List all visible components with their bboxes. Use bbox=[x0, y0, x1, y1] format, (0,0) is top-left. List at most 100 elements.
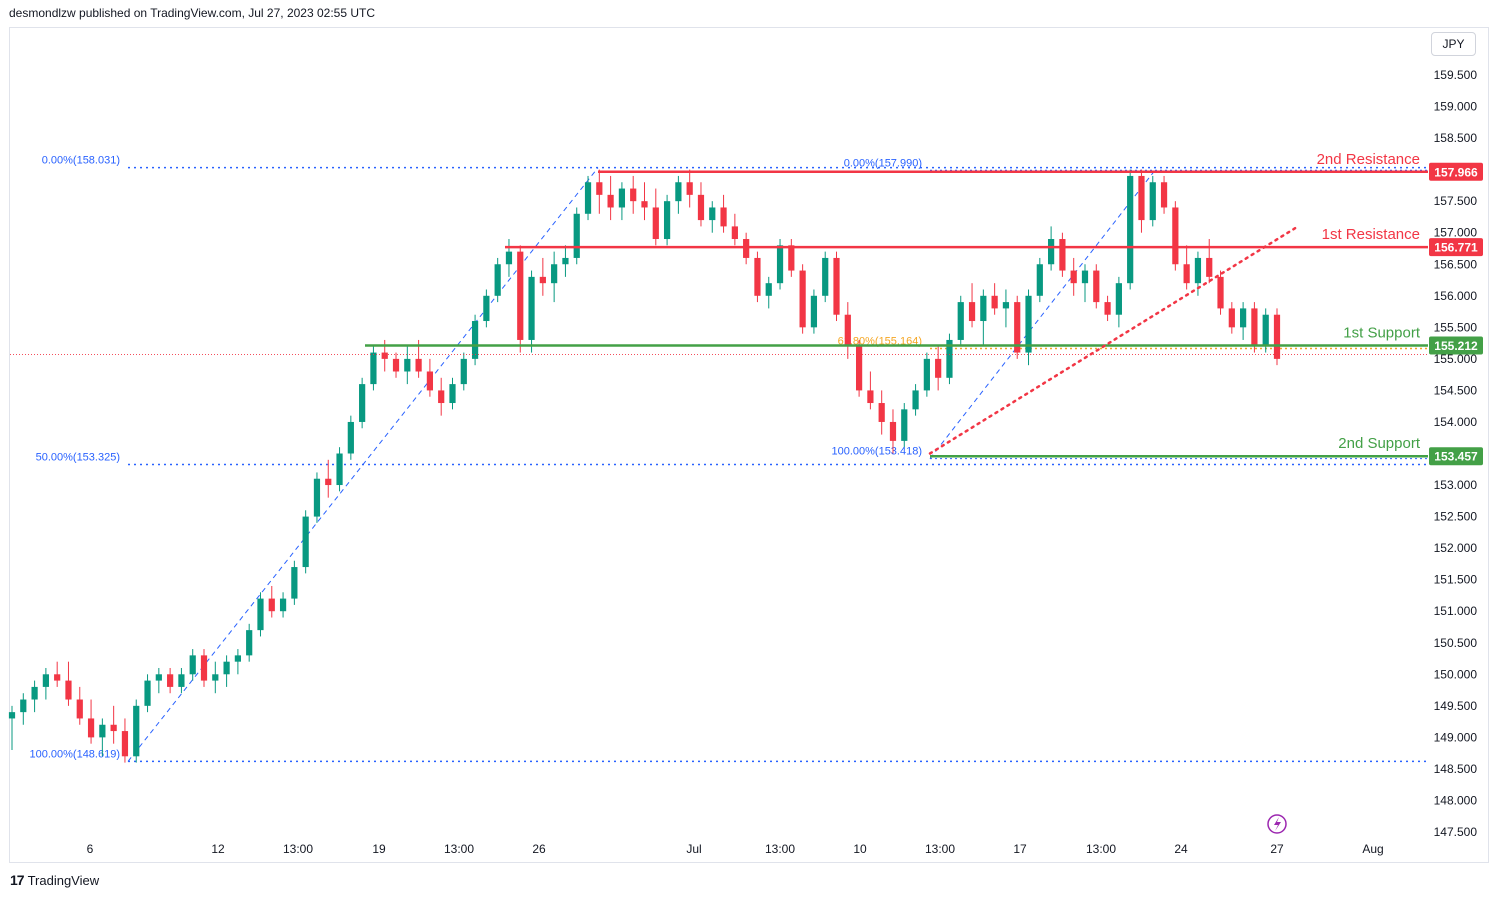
price-tick-label: 149.000 bbox=[1434, 730, 1478, 744]
footer-brand: 17 TradingView bbox=[10, 872, 99, 888]
candle-body bbox=[697, 194, 705, 221]
price-tick-label: 159.500 bbox=[1434, 68, 1478, 82]
candle-body bbox=[709, 207, 716, 221]
candle-body bbox=[946, 339, 953, 378]
currency-selector[interactable]: JPY bbox=[1431, 32, 1476, 56]
candle-body bbox=[483, 295, 490, 322]
candle-body bbox=[370, 352, 377, 385]
level-price-label: 156.771 bbox=[1434, 241, 1478, 255]
candle-body bbox=[517, 251, 524, 340]
time-tick-label: 6 bbox=[87, 842, 94, 856]
candle-body bbox=[1070, 270, 1077, 284]
price-tick-label: 158.500 bbox=[1434, 131, 1478, 145]
candle-body bbox=[234, 655, 241, 662]
level-price-tag bbox=[1429, 447, 1483, 466]
candle-body bbox=[167, 674, 174, 687]
candle-body bbox=[99, 724, 106, 738]
time-tick-label: 26 bbox=[532, 842, 546, 856]
lightning-glyph-icon bbox=[1274, 817, 1281, 831]
price-tick-label: 150.000 bbox=[1434, 667, 1478, 681]
candle-body bbox=[810, 295, 818, 328]
price-tick-label: 157.000 bbox=[1434, 226, 1478, 240]
candle-body bbox=[1138, 175, 1145, 221]
misc-overlays bbox=[10, 225, 1428, 834]
chart-frame bbox=[9, 27, 1489, 863]
fib-label: 50.00%(153.325) bbox=[36, 452, 120, 464]
time-tick-label: 13:00 bbox=[283, 842, 313, 856]
candle-body bbox=[426, 371, 434, 391]
candle-body bbox=[991, 295, 998, 309]
candle-body bbox=[1228, 308, 1235, 328]
candle-body bbox=[1194, 257, 1202, 284]
candle-body bbox=[212, 674, 219, 681]
candle-body bbox=[630, 188, 637, 202]
level-price-label: 153.457 bbox=[1434, 450, 1478, 464]
candle-body bbox=[822, 257, 829, 296]
time-tick-label: 27 bbox=[1270, 842, 1284, 856]
candle-body bbox=[347, 421, 354, 454]
level-price-tag bbox=[1429, 162, 1483, 181]
level-name: 1st Resistance bbox=[1322, 226, 1420, 243]
candle-body bbox=[912, 390, 919, 410]
candle-body bbox=[968, 302, 976, 322]
candle-body bbox=[505, 251, 513, 265]
level-price-label: 157.966 bbox=[1434, 165, 1478, 179]
tradingview-logo-icon: 17 bbox=[10, 872, 25, 888]
price-tick-label: 149.500 bbox=[1434, 699, 1478, 713]
candle-body bbox=[449, 384, 456, 404]
candle-body bbox=[584, 182, 592, 214]
candle-body bbox=[652, 207, 659, 240]
fibonacci-drawings: 0.00%(158.031) 50.00%(153.325) 100.00%(148… bbox=[29, 155, 1428, 763]
fib-label: 0.00%(158.031) bbox=[42, 155, 120, 167]
time-tick-label: 24 bbox=[1174, 842, 1188, 856]
level-price-label: 155.212 bbox=[1434, 339, 1478, 353]
candle-body bbox=[325, 478, 332, 486]
candle-body bbox=[1262, 314, 1269, 347]
support-resistance-levels: 2nd Resistance 157.966 1st Resistance 156.7… bbox=[365, 151, 1483, 466]
candle-body bbox=[31, 686, 38, 700]
price-tick-label: 157.500 bbox=[1434, 194, 1478, 208]
time-tick-label: 19 bbox=[372, 842, 386, 856]
candle-body bbox=[731, 226, 738, 240]
candle-body bbox=[460, 358, 467, 385]
fib-trend-line bbox=[929, 169, 1156, 459]
candle-body bbox=[833, 257, 840, 315]
candle-body bbox=[8, 712, 16, 719]
candle-body bbox=[641, 201, 648, 208]
fib-trend-line bbox=[127, 167, 599, 762]
candle-body bbox=[1059, 239, 1066, 271]
price-tick-label: 154.500 bbox=[1434, 383, 1478, 397]
price-tick-label: 156.000 bbox=[1434, 289, 1478, 303]
candle-body bbox=[1273, 314, 1281, 359]
candle-body bbox=[223, 661, 230, 675]
candle-body bbox=[200, 655, 208, 681]
candle-body bbox=[438, 390, 445, 404]
candle-body bbox=[1160, 182, 1168, 208]
price-tick-label: 151.500 bbox=[1434, 573, 1478, 587]
candle-body bbox=[528, 276, 535, 340]
candle-body bbox=[257, 598, 264, 631]
candle-body bbox=[1093, 270, 1100, 303]
candle-body bbox=[923, 358, 930, 391]
candle-body bbox=[776, 245, 784, 284]
price-tick-label: 148.000 bbox=[1434, 793, 1478, 807]
candle-body bbox=[788, 245, 795, 271]
price-tick-label: 153.000 bbox=[1434, 478, 1478, 492]
candle-body bbox=[607, 194, 614, 208]
candle-body bbox=[1025, 295, 1032, 353]
candle-body bbox=[291, 567, 298, 599]
candle-body bbox=[596, 182, 603, 195]
candle-body bbox=[404, 358, 411, 372]
candle-body bbox=[663, 201, 671, 240]
candle-body bbox=[144, 680, 151, 706]
level-name: 2nd Support bbox=[1338, 435, 1421, 452]
time-tick-label: 17 bbox=[1013, 842, 1027, 856]
price-tick-label: 150.500 bbox=[1434, 636, 1478, 650]
candle-body bbox=[1206, 257, 1213, 277]
candle-body bbox=[87, 718, 95, 738]
candle-body bbox=[1048, 239, 1055, 265]
candle-body bbox=[675, 182, 682, 202]
candle-body bbox=[901, 409, 908, 441]
candle-body bbox=[1217, 276, 1224, 309]
